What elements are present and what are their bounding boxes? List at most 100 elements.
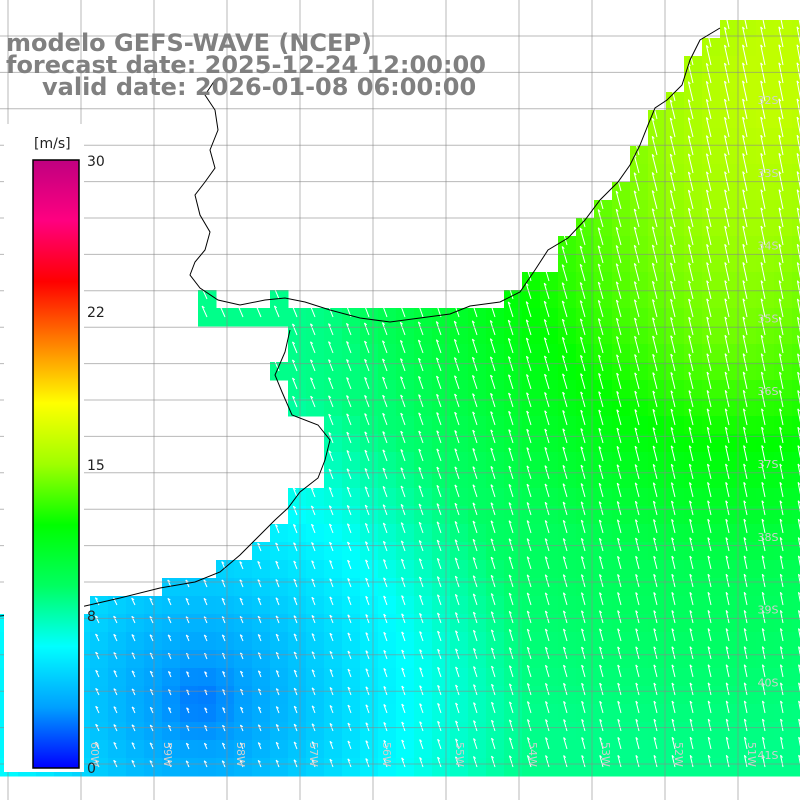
wind-arrow bbox=[329, 596, 334, 606]
speed-cell bbox=[720, 128, 739, 147]
speed-cell bbox=[324, 614, 343, 633]
speed-cell bbox=[720, 686, 739, 705]
speed-cell bbox=[702, 308, 721, 327]
wind-arrow-head bbox=[742, 280, 746, 284]
wind-arrow-head bbox=[617, 519, 620, 523]
wind-arrow-head bbox=[743, 682, 747, 686]
speed-cell bbox=[252, 614, 271, 633]
wind-arrow bbox=[724, 27, 730, 48]
wind-arrow-head bbox=[706, 244, 710, 247]
wind-arrow-head bbox=[725, 736, 729, 740]
wind-arrow bbox=[688, 372, 694, 390]
wind-arrow bbox=[365, 668, 370, 678]
wind-arrow-head bbox=[779, 335, 782, 339]
wind-arrow-head bbox=[635, 664, 639, 668]
speed-cell bbox=[270, 758, 289, 777]
speed-cell bbox=[414, 416, 433, 435]
wind-arrow bbox=[778, 317, 784, 336]
wind-arrow bbox=[635, 574, 640, 588]
wind-arrow bbox=[131, 634, 136, 642]
speed-cell bbox=[576, 758, 595, 777]
wind-arrow-head bbox=[454, 557, 458, 561]
speed-cell bbox=[576, 668, 595, 687]
wind-arrow-head bbox=[581, 628, 584, 632]
wind-arrow-head bbox=[383, 704, 387, 707]
wind-arrow bbox=[382, 467, 388, 480]
wind-arrow bbox=[725, 628, 730, 642]
wind-arrow bbox=[689, 555, 694, 570]
speed-cell bbox=[612, 758, 631, 777]
speed-cell bbox=[684, 254, 703, 273]
speed-cell bbox=[594, 686, 613, 705]
speed-cell bbox=[774, 416, 793, 435]
wind-arrow-head bbox=[293, 505, 296, 509]
wind-arrow-head bbox=[724, 189, 728, 193]
wind-arrow bbox=[671, 646, 676, 660]
speed-cell bbox=[342, 668, 361, 687]
wind-arrow bbox=[581, 646, 586, 660]
speed-cell bbox=[720, 470, 739, 489]
wind-arrow bbox=[455, 720, 460, 732]
wind-arrow bbox=[239, 652, 244, 660]
wind-arrow-head bbox=[346, 377, 350, 380]
speed-cell bbox=[450, 614, 469, 633]
speed-cell bbox=[792, 524, 800, 543]
wind-arrow-head bbox=[615, 190, 619, 194]
wind-arrow-head bbox=[742, 134, 746, 138]
wind-arrow bbox=[401, 739, 406, 750]
wind-arrow bbox=[723, 62, 730, 84]
wind-arrow bbox=[508, 683, 514, 696]
wind-arrow-head bbox=[113, 633, 117, 637]
wind-arrow bbox=[418, 430, 424, 444]
speed-cell bbox=[720, 398, 739, 417]
wind-arrow-head bbox=[167, 760, 171, 763]
wind-arrow-head bbox=[707, 664, 711, 668]
wind-arrow-head bbox=[635, 628, 639, 632]
wind-arrow bbox=[778, 225, 784, 246]
wind-arrow bbox=[562, 446, 568, 462]
wind-arrow-head bbox=[796, 44, 800, 48]
wind-arrow bbox=[707, 718, 712, 732]
wind-arrow-head bbox=[617, 537, 620, 541]
wind-arrow-head bbox=[599, 755, 603, 758]
wind-arrow-head bbox=[742, 207, 746, 211]
wind-arrow-head bbox=[455, 720, 459, 724]
wind-arrow-head bbox=[778, 44, 782, 48]
speed-cell bbox=[792, 434, 800, 453]
speed-cell bbox=[738, 236, 757, 255]
speed-cell bbox=[684, 650, 703, 669]
wind-arrow bbox=[346, 341, 352, 354]
speed-cell bbox=[288, 344, 307, 363]
wind-arrow bbox=[743, 519, 748, 534]
speed-cell bbox=[702, 182, 721, 201]
speed-cell bbox=[576, 308, 595, 327]
speed-cell bbox=[270, 542, 289, 561]
wind-arrow-head bbox=[563, 610, 566, 614]
speed-cell bbox=[468, 596, 487, 615]
wind-arrow-head bbox=[760, 153, 764, 156]
speed-cell bbox=[630, 254, 649, 273]
wind-arrow bbox=[255, 305, 262, 318]
speed-cell bbox=[108, 686, 127, 705]
wind-arrow-head bbox=[725, 754, 729, 758]
wind-arrow bbox=[760, 298, 766, 318]
wind-arrow-head bbox=[453, 320, 457, 324]
wind-arrow bbox=[779, 555, 784, 570]
wind-arrow-head bbox=[616, 391, 620, 394]
wind-arrow-head bbox=[401, 595, 405, 598]
wind-arrow-head bbox=[562, 355, 565, 359]
wind-arrow-head bbox=[293, 705, 297, 709]
wind-arrow bbox=[669, 190, 676, 210]
wind-arrow bbox=[131, 742, 136, 750]
wind-arrow-head bbox=[725, 500, 729, 504]
speed-cell bbox=[738, 272, 757, 291]
speed-cell bbox=[324, 398, 343, 417]
wind-arrow bbox=[617, 628, 622, 642]
wind-arrow-head bbox=[617, 664, 621, 668]
wind-arrow-head bbox=[724, 153, 727, 157]
speed-cell bbox=[360, 344, 379, 363]
wind-arrow bbox=[419, 703, 424, 714]
wind-arrow-head bbox=[508, 520, 512, 524]
